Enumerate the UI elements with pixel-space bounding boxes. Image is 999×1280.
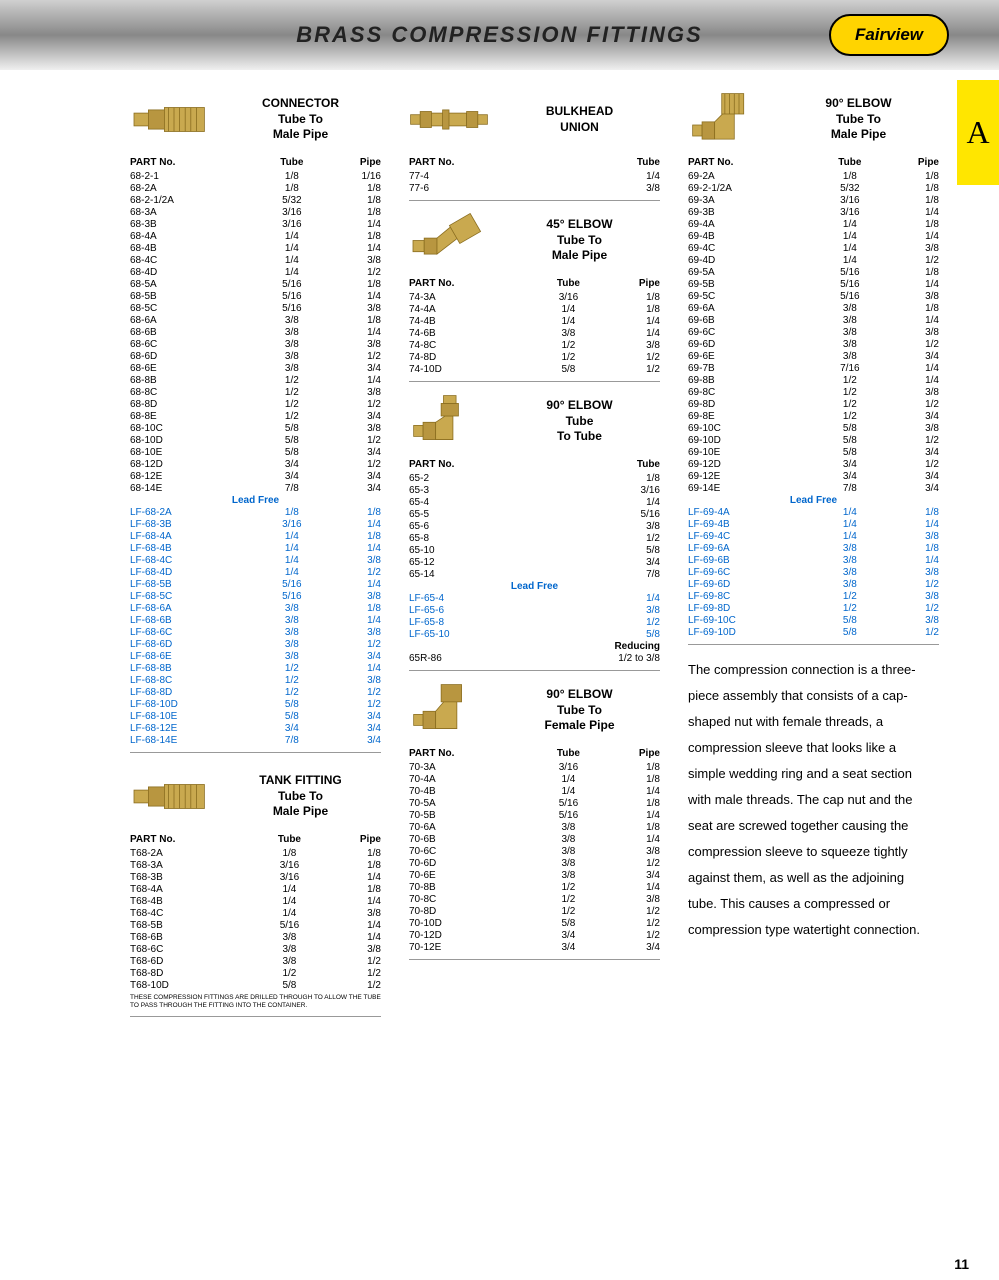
column-2: BULKHEADUNION PART No.Tube77-41/477-63/8… bbox=[409, 88, 660, 1023]
page-title: BRASS COMPRESSION FITTINGS bbox=[296, 22, 702, 48]
column-3: 90° ELBOWTube ToMale Pipe PART No.TubePi… bbox=[688, 88, 939, 1023]
elbow90tube-table: PART No.Tube65-21/865-33/1665-41/465-55/… bbox=[409, 457, 660, 664]
description-text: The compression connection is a three-pi… bbox=[688, 657, 939, 943]
bulkhead-icon bbox=[409, 92, 489, 147]
page-number: 11 bbox=[954, 1256, 969, 1272]
bulkhead-title: BULKHEADUNION bbox=[499, 104, 660, 135]
bulkhead-table: PART No.Tube77-41/477-63/8 bbox=[409, 155, 660, 194]
connector-title: CONNECTORTube ToMale Pipe bbox=[220, 96, 381, 143]
section-tab: A bbox=[957, 80, 999, 185]
elbow45-table: PART No.TubePipe74-3A3/161/874-4A1/41/87… bbox=[409, 276, 660, 375]
elbow90female-table: PART No.TubePipe70-3A3/161/870-4A1/41/87… bbox=[409, 746, 660, 953]
divider bbox=[688, 644, 939, 645]
connector-icon bbox=[130, 92, 210, 147]
elbow90female-title: 90° ELBOWTube ToFemale Pipe bbox=[499, 687, 660, 734]
tank-title: TANK FITTINGTube ToMale Pipe bbox=[220, 773, 381, 820]
elbow45-icon bbox=[409, 213, 489, 268]
tank-note: THESE COMPRESSION FITTINGS ARE DRILLED T… bbox=[130, 994, 381, 1010]
tank-table: PART No.TubePipeT68-2A1/81/8T68-3A3/161/… bbox=[130, 832, 381, 991]
page-header: BRASS COMPRESSION FITTINGS Fairview bbox=[0, 0, 999, 70]
column-1: CONNECTORTube ToMale Pipe PART No.TubePi… bbox=[130, 88, 381, 1023]
elbow90tube-title: 90° ELBOWTubeTo Tube bbox=[499, 398, 660, 445]
elbow90male-table: PART No.TubePipe69-2A1/81/869-2-1/2A5/32… bbox=[688, 155, 939, 638]
elbow45-title: 45° ELBOWTube ToMale Pipe bbox=[499, 217, 660, 264]
elbow90male-title: 90° ELBOWTube ToMale Pipe bbox=[778, 96, 939, 143]
divider bbox=[409, 200, 660, 201]
brand-logo: Fairview bbox=[829, 14, 949, 56]
tank-fitting-icon bbox=[130, 769, 210, 824]
elbow90tube-icon bbox=[409, 394, 489, 449]
divider bbox=[130, 752, 381, 753]
divider bbox=[409, 381, 660, 382]
elbow90female-icon bbox=[409, 683, 489, 738]
divider bbox=[409, 670, 660, 671]
divider bbox=[130, 1016, 381, 1017]
elbow90male-icon bbox=[688, 92, 768, 147]
divider bbox=[409, 959, 660, 960]
connector-table: PART No.TubePipe68-2-11/81/1668-2A1/81/8… bbox=[130, 155, 381, 746]
